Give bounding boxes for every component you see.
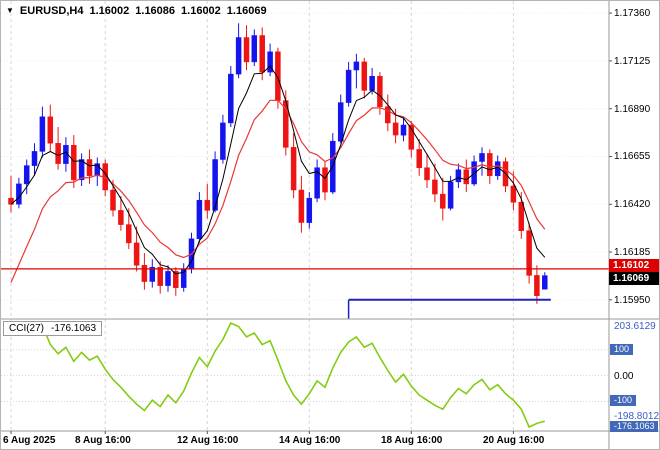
chart-marker-icon: ▼ [6, 6, 14, 15]
bid-price-tag: 1.16069 [609, 272, 659, 285]
ohlc-low: 1.16002 [181, 5, 221, 17]
indicator-label-box: CCI(27) -176.1063 [3, 321, 103, 336]
ohlc-open: 1.16002 [89, 5, 130, 17]
ohlc-high: 1.16086 [135, 5, 176, 17]
indicator-name: CCI(27) [9, 323, 45, 334]
symbol-header: ▼ EURUSD,H4 1.16002 1.16086 1.16002 1.16… [6, 5, 267, 17]
indicator-value: -176.1063 [51, 323, 97, 334]
level-price-tag: 1.16102 [609, 259, 659, 272]
ohlc-close: 1.16069 [226, 5, 267, 17]
symbol-label: EURUSD,H4 [19, 5, 84, 17]
